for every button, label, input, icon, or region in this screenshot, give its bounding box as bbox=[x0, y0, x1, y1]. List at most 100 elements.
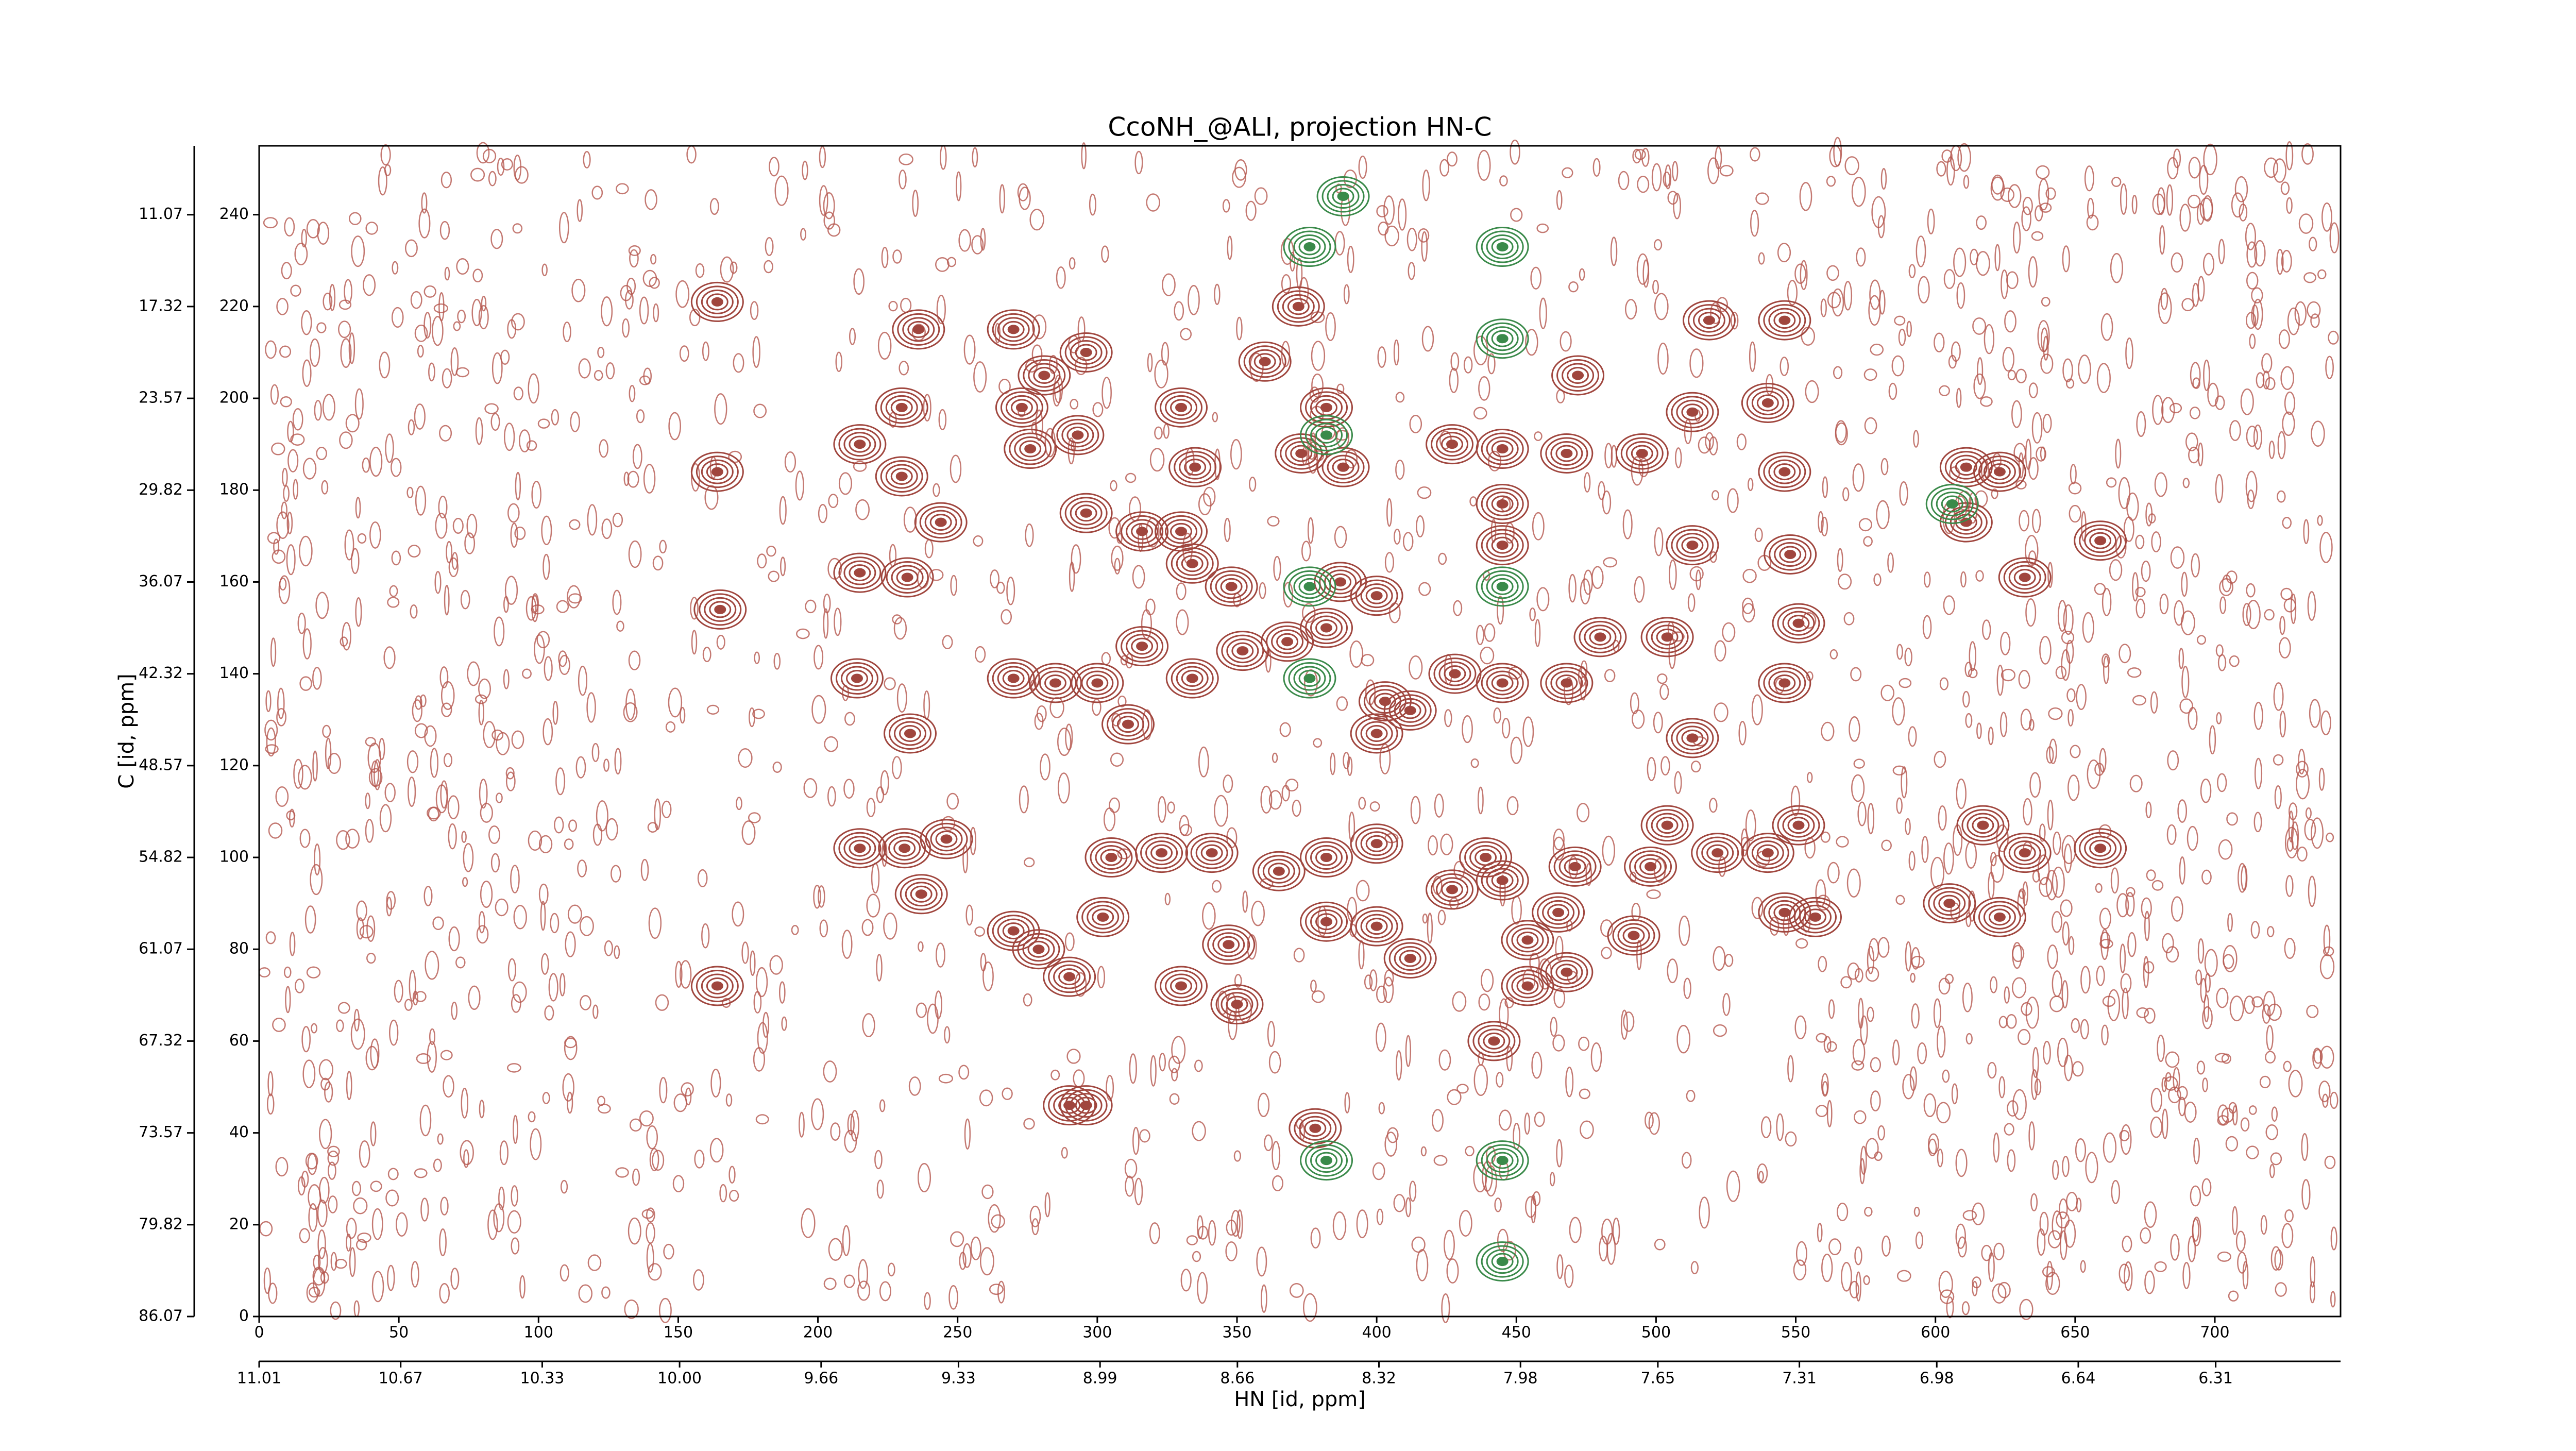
noise-contour bbox=[791, 924, 799, 935]
noise-contour bbox=[627, 470, 639, 488]
noise-contour bbox=[1800, 260, 1808, 290]
noise-contour bbox=[2040, 353, 2054, 374]
peak-contour bbox=[1063, 1101, 1076, 1110]
noise-contour bbox=[357, 1233, 371, 1243]
noise-contour bbox=[2049, 996, 2064, 1013]
peak-contour bbox=[1550, 670, 1583, 696]
noise-contour bbox=[1956, 778, 1967, 809]
x-tick-label: 350 bbox=[1222, 1324, 1251, 1342]
noise-contour bbox=[2135, 534, 2145, 549]
noise-contour bbox=[299, 1228, 310, 1243]
noise-contour bbox=[1057, 772, 1070, 804]
noise-contour bbox=[629, 385, 636, 402]
noise-contour bbox=[2150, 691, 2158, 714]
noise-contour bbox=[2038, 178, 2049, 211]
noise-contour bbox=[498, 1186, 505, 1210]
noise-contour bbox=[2161, 1108, 2168, 1139]
noise-contour bbox=[950, 454, 962, 483]
noise-contour bbox=[2063, 604, 2074, 635]
noise-contour bbox=[356, 917, 364, 940]
peak-contour bbox=[1511, 973, 1544, 999]
noise-contour bbox=[1873, 573, 1882, 586]
noise-contour bbox=[2217, 1251, 2231, 1262]
noise-contour bbox=[2202, 1077, 2208, 1092]
peak-contour bbox=[1594, 632, 1606, 642]
noise-contour bbox=[1431, 1109, 1444, 1132]
peak-contour bbox=[920, 819, 973, 859]
peak-contour bbox=[1686, 733, 1699, 743]
peak-contour bbox=[1481, 322, 1524, 355]
peak-contour bbox=[901, 572, 913, 582]
noise-contour bbox=[2285, 141, 2294, 171]
noise-contour bbox=[2279, 711, 2286, 738]
noise-contour bbox=[466, 514, 478, 538]
noise-contour bbox=[1673, 193, 1681, 220]
noise-contour bbox=[2246, 426, 2258, 447]
noise-contour bbox=[365, 792, 371, 809]
noise-contour bbox=[803, 778, 818, 798]
peak-contour bbox=[706, 463, 728, 481]
peak-contour bbox=[1778, 315, 1791, 325]
noise-contour bbox=[2244, 996, 2255, 1014]
noise-contour bbox=[2241, 865, 2248, 891]
noise-contour bbox=[578, 358, 591, 379]
peak-contour bbox=[1221, 634, 1264, 667]
noise-contour bbox=[2330, 1291, 2336, 1308]
noise-contour bbox=[2101, 1024, 2109, 1045]
noise-contour bbox=[1176, 582, 1187, 600]
noise-contour bbox=[317, 1200, 328, 1227]
peak-contour bbox=[696, 285, 739, 318]
noise-contour bbox=[306, 966, 321, 978]
noise-contour bbox=[2284, 938, 2296, 959]
noise-contour bbox=[1120, 655, 1128, 666]
peak-contour bbox=[1491, 674, 1514, 691]
peak-contour bbox=[1295, 448, 1308, 458]
noise-contour bbox=[2240, 388, 2254, 415]
noise-contour bbox=[1669, 559, 1677, 590]
noise-contour bbox=[1196, 1215, 1204, 1239]
noise-contour bbox=[451, 1001, 458, 1020]
noise-contour bbox=[1842, 487, 1850, 501]
noise-contour bbox=[1972, 1280, 1978, 1296]
peak-contour bbox=[1010, 399, 1033, 416]
peak-contour bbox=[1488, 1036, 1500, 1046]
noise-contour bbox=[2242, 603, 2251, 627]
noise-contour bbox=[679, 345, 689, 362]
noise-contour bbox=[1896, 1270, 1911, 1282]
noise-contour bbox=[569, 519, 581, 530]
noise-contour bbox=[2246, 1145, 2259, 1159]
noise-contour bbox=[476, 142, 490, 164]
peak-contour bbox=[1059, 493, 1113, 533]
noise-contour bbox=[598, 1104, 611, 1114]
peak-contour bbox=[1998, 833, 2052, 873]
noise-contour bbox=[2065, 1191, 2078, 1211]
noise-contour bbox=[564, 1036, 578, 1060]
noise-contour bbox=[1843, 612, 1855, 626]
noise-contour bbox=[2273, 158, 2286, 183]
noise-contour bbox=[1023, 993, 1032, 1007]
noise-contour bbox=[2141, 897, 2152, 919]
noise-contour bbox=[479, 779, 488, 809]
peak-contour bbox=[1988, 463, 2011, 481]
peak-contour bbox=[1165, 973, 1198, 999]
peak-contour bbox=[1758, 451, 1811, 492]
noise-contour bbox=[306, 1283, 319, 1303]
noise-contour bbox=[1427, 913, 1433, 944]
peak-contour bbox=[1056, 418, 1099, 451]
noise-contour bbox=[1469, 496, 1477, 507]
noise-contour bbox=[1108, 517, 1121, 539]
peak-contour bbox=[1639, 858, 1662, 875]
noise-contour bbox=[1302, 603, 1316, 623]
peak-contour bbox=[1171, 662, 1214, 695]
peak-contour bbox=[1666, 718, 1719, 758]
peak-contour bbox=[1293, 666, 1326, 691]
noise-contour bbox=[2111, 1180, 2121, 1204]
peak-contour bbox=[1315, 913, 1338, 931]
noise-contour bbox=[2245, 470, 2258, 502]
noise-contour bbox=[1880, 684, 1895, 701]
x-tick-label: 600 bbox=[1921, 1324, 1950, 1342]
y-tick-label: 160 bbox=[219, 572, 249, 590]
noise-contour bbox=[1568, 281, 1579, 293]
peak-contour bbox=[693, 589, 747, 630]
peak-contour bbox=[1355, 579, 1398, 612]
